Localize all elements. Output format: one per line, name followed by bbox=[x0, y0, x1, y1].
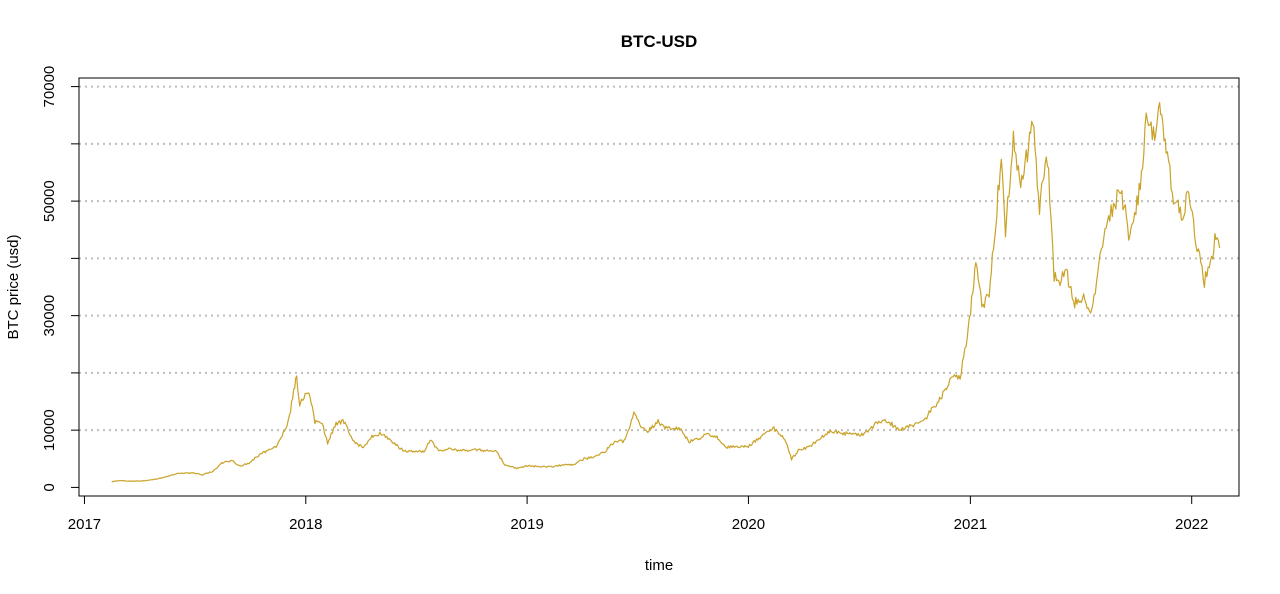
x-tick-label: 2022 bbox=[1175, 516, 1208, 533]
x-tick-label: 2021 bbox=[954, 516, 987, 533]
x-axis: 2017 2018 2019 2020 2021 2022 bbox=[68, 495, 1208, 533]
x-tick-label: 2017 bbox=[68, 516, 101, 533]
x-tick-label: 2019 bbox=[510, 516, 543, 533]
x-tick-label: 2020 bbox=[732, 516, 765, 533]
y-tick-label: 30000 bbox=[41, 295, 58, 337]
plot-border bbox=[78, 77, 1240, 497]
chart-title: BTC-USD bbox=[621, 32, 698, 51]
y-tick-label: 50000 bbox=[41, 180, 58, 222]
x-tick-label: 2018 bbox=[289, 516, 322, 533]
y-axis: 0 10000 30000 50000 70000 bbox=[41, 66, 80, 492]
x-axis-title: time bbox=[645, 557, 673, 574]
y-tick-label: 10000 bbox=[41, 409, 58, 451]
y-tick-label: 0 bbox=[41, 483, 58, 491]
y-axis-title: BTC price (usd) bbox=[5, 234, 22, 339]
gridlines bbox=[79, 85, 1239, 432]
y-tick-label: 70000 bbox=[41, 66, 58, 108]
series-line-group bbox=[111, 102, 1221, 483]
btc-price-line bbox=[111, 102, 1221, 483]
